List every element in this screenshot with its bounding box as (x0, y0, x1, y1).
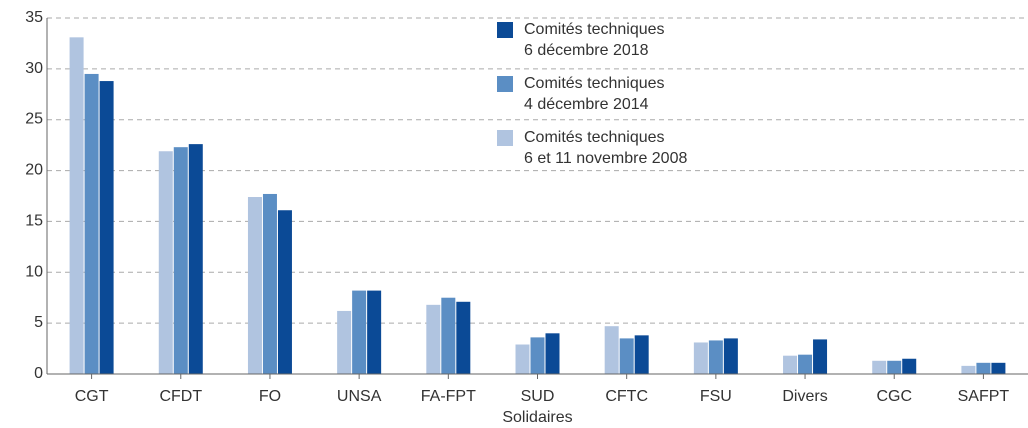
bar (604, 326, 619, 374)
legend-label: Comités techniques 4 décembre 2014 (524, 75, 665, 113)
bar (158, 151, 173, 374)
bar (262, 193, 277, 374)
x-tick-label: FSU (700, 388, 732, 405)
x-tick-label: UNSA (337, 388, 382, 405)
legend-swatch (497, 130, 513, 146)
bar (515, 344, 530, 374)
y-tick-label: 15 (25, 213, 43, 230)
bar (813, 339, 828, 374)
bar (545, 333, 560, 374)
bar (619, 338, 634, 374)
bar (441, 297, 456, 374)
bar (99, 81, 114, 374)
x-tick-label: FA-FPT (421, 388, 476, 405)
bar (352, 290, 367, 374)
bar (247, 197, 262, 374)
bar (188, 144, 203, 374)
x-tick-label: FO (259, 388, 281, 405)
y-tick-label: 10 (25, 264, 43, 281)
bar (872, 360, 887, 374)
bar (976, 362, 991, 374)
y-tick-label: 20 (25, 162, 43, 179)
bar (426, 304, 441, 374)
bar (693, 342, 708, 374)
bar (902, 358, 917, 374)
bar (277, 210, 292, 374)
legend-swatch (497, 76, 513, 92)
bar (991, 362, 1006, 374)
bar (367, 290, 382, 374)
bar (337, 310, 352, 374)
bar (634, 335, 649, 374)
x-tick-label: CGC (876, 388, 912, 405)
y-tick-label: 30 (25, 60, 43, 77)
bar (708, 340, 723, 374)
bar (783, 355, 798, 374)
y-tick-label: 25 (25, 111, 43, 128)
bar (173, 147, 188, 374)
x-tick-label: CFDT (159, 388, 202, 405)
y-tick-label: 35 (25, 9, 43, 26)
bar (456, 301, 471, 374)
bar (69, 37, 84, 374)
x-tick-label: SAFPT (958, 388, 1010, 405)
bar (84, 73, 99, 374)
bar (723, 338, 738, 374)
bar (530, 337, 545, 374)
bar (961, 365, 976, 374)
x-tick-label: CFTC (605, 388, 648, 405)
bar (798, 354, 813, 374)
x-tick-label: CGT (75, 388, 109, 405)
y-tick-label: 0 (34, 365, 43, 382)
legend-label: Comités techniques 6 décembre 2018 (524, 21, 665, 59)
legend-label: Comités techniques 6 et 11 novembre 2008 (524, 129, 687, 167)
x-tick-label: Divers (782, 388, 827, 405)
bar (887, 360, 902, 374)
legend-swatch (497, 22, 513, 38)
x-tick-label: SUD Solidaires (502, 388, 572, 426)
y-tick-label: 5 (34, 314, 43, 331)
